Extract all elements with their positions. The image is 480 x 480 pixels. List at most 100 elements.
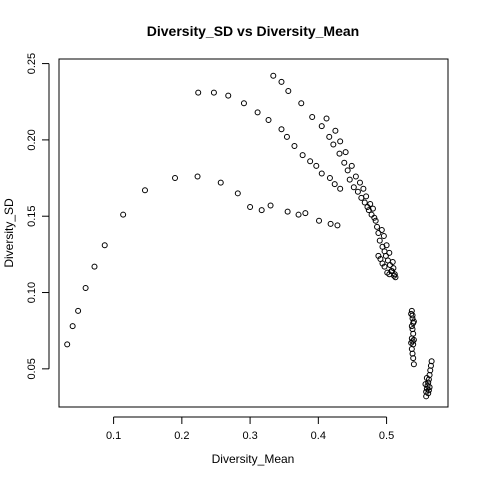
scatter-point xyxy=(360,185,367,192)
scatter-point xyxy=(307,158,314,165)
scatter-point xyxy=(408,310,415,317)
scatter-point xyxy=(390,265,397,272)
scatter-point xyxy=(210,89,217,96)
scatter-point xyxy=(337,138,344,145)
scatter-point xyxy=(386,249,393,256)
scatter-point xyxy=(313,162,320,169)
scatter-point xyxy=(265,117,272,124)
scatter-point xyxy=(341,159,348,166)
scatter-point xyxy=(330,141,337,148)
scatter-point xyxy=(368,211,375,218)
scatter-point xyxy=(392,274,399,281)
scatter-point xyxy=(326,133,333,140)
scatter-point xyxy=(326,175,333,182)
scatter-point xyxy=(337,185,344,192)
scatter-point xyxy=(336,150,343,157)
x-tick-label: 0.4 xyxy=(311,430,326,442)
scatter-point xyxy=(334,222,341,229)
scatter-point xyxy=(217,179,224,186)
x-tick-label: 0.2 xyxy=(174,430,189,442)
scatter-point xyxy=(327,220,334,227)
scatter-point xyxy=(374,223,381,230)
scatter-point xyxy=(194,173,201,180)
scatter-point xyxy=(376,237,383,244)
scatter-point xyxy=(318,170,325,177)
scatter-point xyxy=(344,167,351,174)
scatter-point xyxy=(354,188,361,195)
scatter-point xyxy=(423,375,430,381)
scatter-point xyxy=(254,109,261,116)
y-axis: 0.05 0.10 0.15 0.20 0.25 xyxy=(26,53,50,380)
scatter-point xyxy=(258,207,265,214)
y-tick-label: 0.15 xyxy=(26,205,38,226)
scatter-point xyxy=(410,318,417,325)
scatter-point xyxy=(270,72,277,79)
scatter-point xyxy=(240,100,247,107)
scatter-point xyxy=(350,184,357,191)
scatter-point xyxy=(91,263,98,270)
scatter-point xyxy=(316,217,323,224)
scatter-point xyxy=(64,341,71,348)
scatter-point xyxy=(284,208,291,215)
scatter-point xyxy=(302,210,309,217)
scatter-point xyxy=(247,204,254,211)
y-tick-label: 0.10 xyxy=(26,282,38,303)
scatter-point xyxy=(378,226,385,233)
scatter-point xyxy=(391,272,398,279)
scatter-point xyxy=(383,242,390,249)
scatter-point xyxy=(364,204,371,211)
scatter-point xyxy=(225,92,232,99)
y-axis-label: Diversity_SD xyxy=(2,198,16,268)
scatter-point xyxy=(331,181,338,188)
scatter-point xyxy=(172,175,179,182)
points-layer xyxy=(64,72,435,400)
scatter-point xyxy=(426,384,433,391)
scatter-point xyxy=(409,338,416,345)
scatter-point xyxy=(120,211,127,218)
scatter-point xyxy=(298,100,305,107)
scatter-point xyxy=(82,284,89,291)
scatter-point xyxy=(234,190,241,197)
scatter-point xyxy=(410,355,417,362)
scatter-point xyxy=(69,323,76,330)
scatter-point xyxy=(278,78,285,85)
scatter-point xyxy=(75,307,82,314)
scatter-point xyxy=(278,126,285,133)
scatter-point xyxy=(375,230,382,236)
scatter-point xyxy=(342,149,349,156)
x-axis: 0.1 0.2 0.3 0.4 0.5 xyxy=(106,416,394,442)
scatter-point xyxy=(389,259,396,265)
scatter-point xyxy=(425,387,432,394)
scatter-point xyxy=(101,242,108,249)
scatter-point xyxy=(369,205,376,212)
scatter-point xyxy=(267,202,274,209)
scatter-point xyxy=(195,89,202,96)
scatter-point xyxy=(348,162,355,169)
scatter-point xyxy=(381,263,388,270)
scatter-point xyxy=(372,217,379,224)
scatter-point xyxy=(410,361,417,368)
scatter-point xyxy=(141,187,148,194)
scatter-point xyxy=(425,390,432,397)
plot-frame xyxy=(58,58,449,408)
y-tick-label: 0.20 xyxy=(26,129,38,150)
x-tick-label: 0.3 xyxy=(242,430,257,442)
scatter-point xyxy=(361,199,368,206)
scatter-point xyxy=(358,194,365,201)
scatter-point xyxy=(380,233,387,240)
scatter-point xyxy=(323,115,330,122)
scatter-point xyxy=(346,176,353,183)
y-tick-label: 0.05 xyxy=(26,358,38,379)
scatter-point xyxy=(409,312,416,319)
scatter-point xyxy=(371,214,378,221)
x-tick-label: 0.1 xyxy=(106,430,121,442)
scatter-point xyxy=(299,152,306,159)
scatter-point xyxy=(410,336,417,343)
scatter-point xyxy=(295,211,302,218)
scatter-point xyxy=(367,201,374,207)
scatter-point xyxy=(291,143,298,149)
y-tick-label: 0.25 xyxy=(26,53,38,74)
x-axis-label: Diversity_Mean xyxy=(212,452,295,466)
